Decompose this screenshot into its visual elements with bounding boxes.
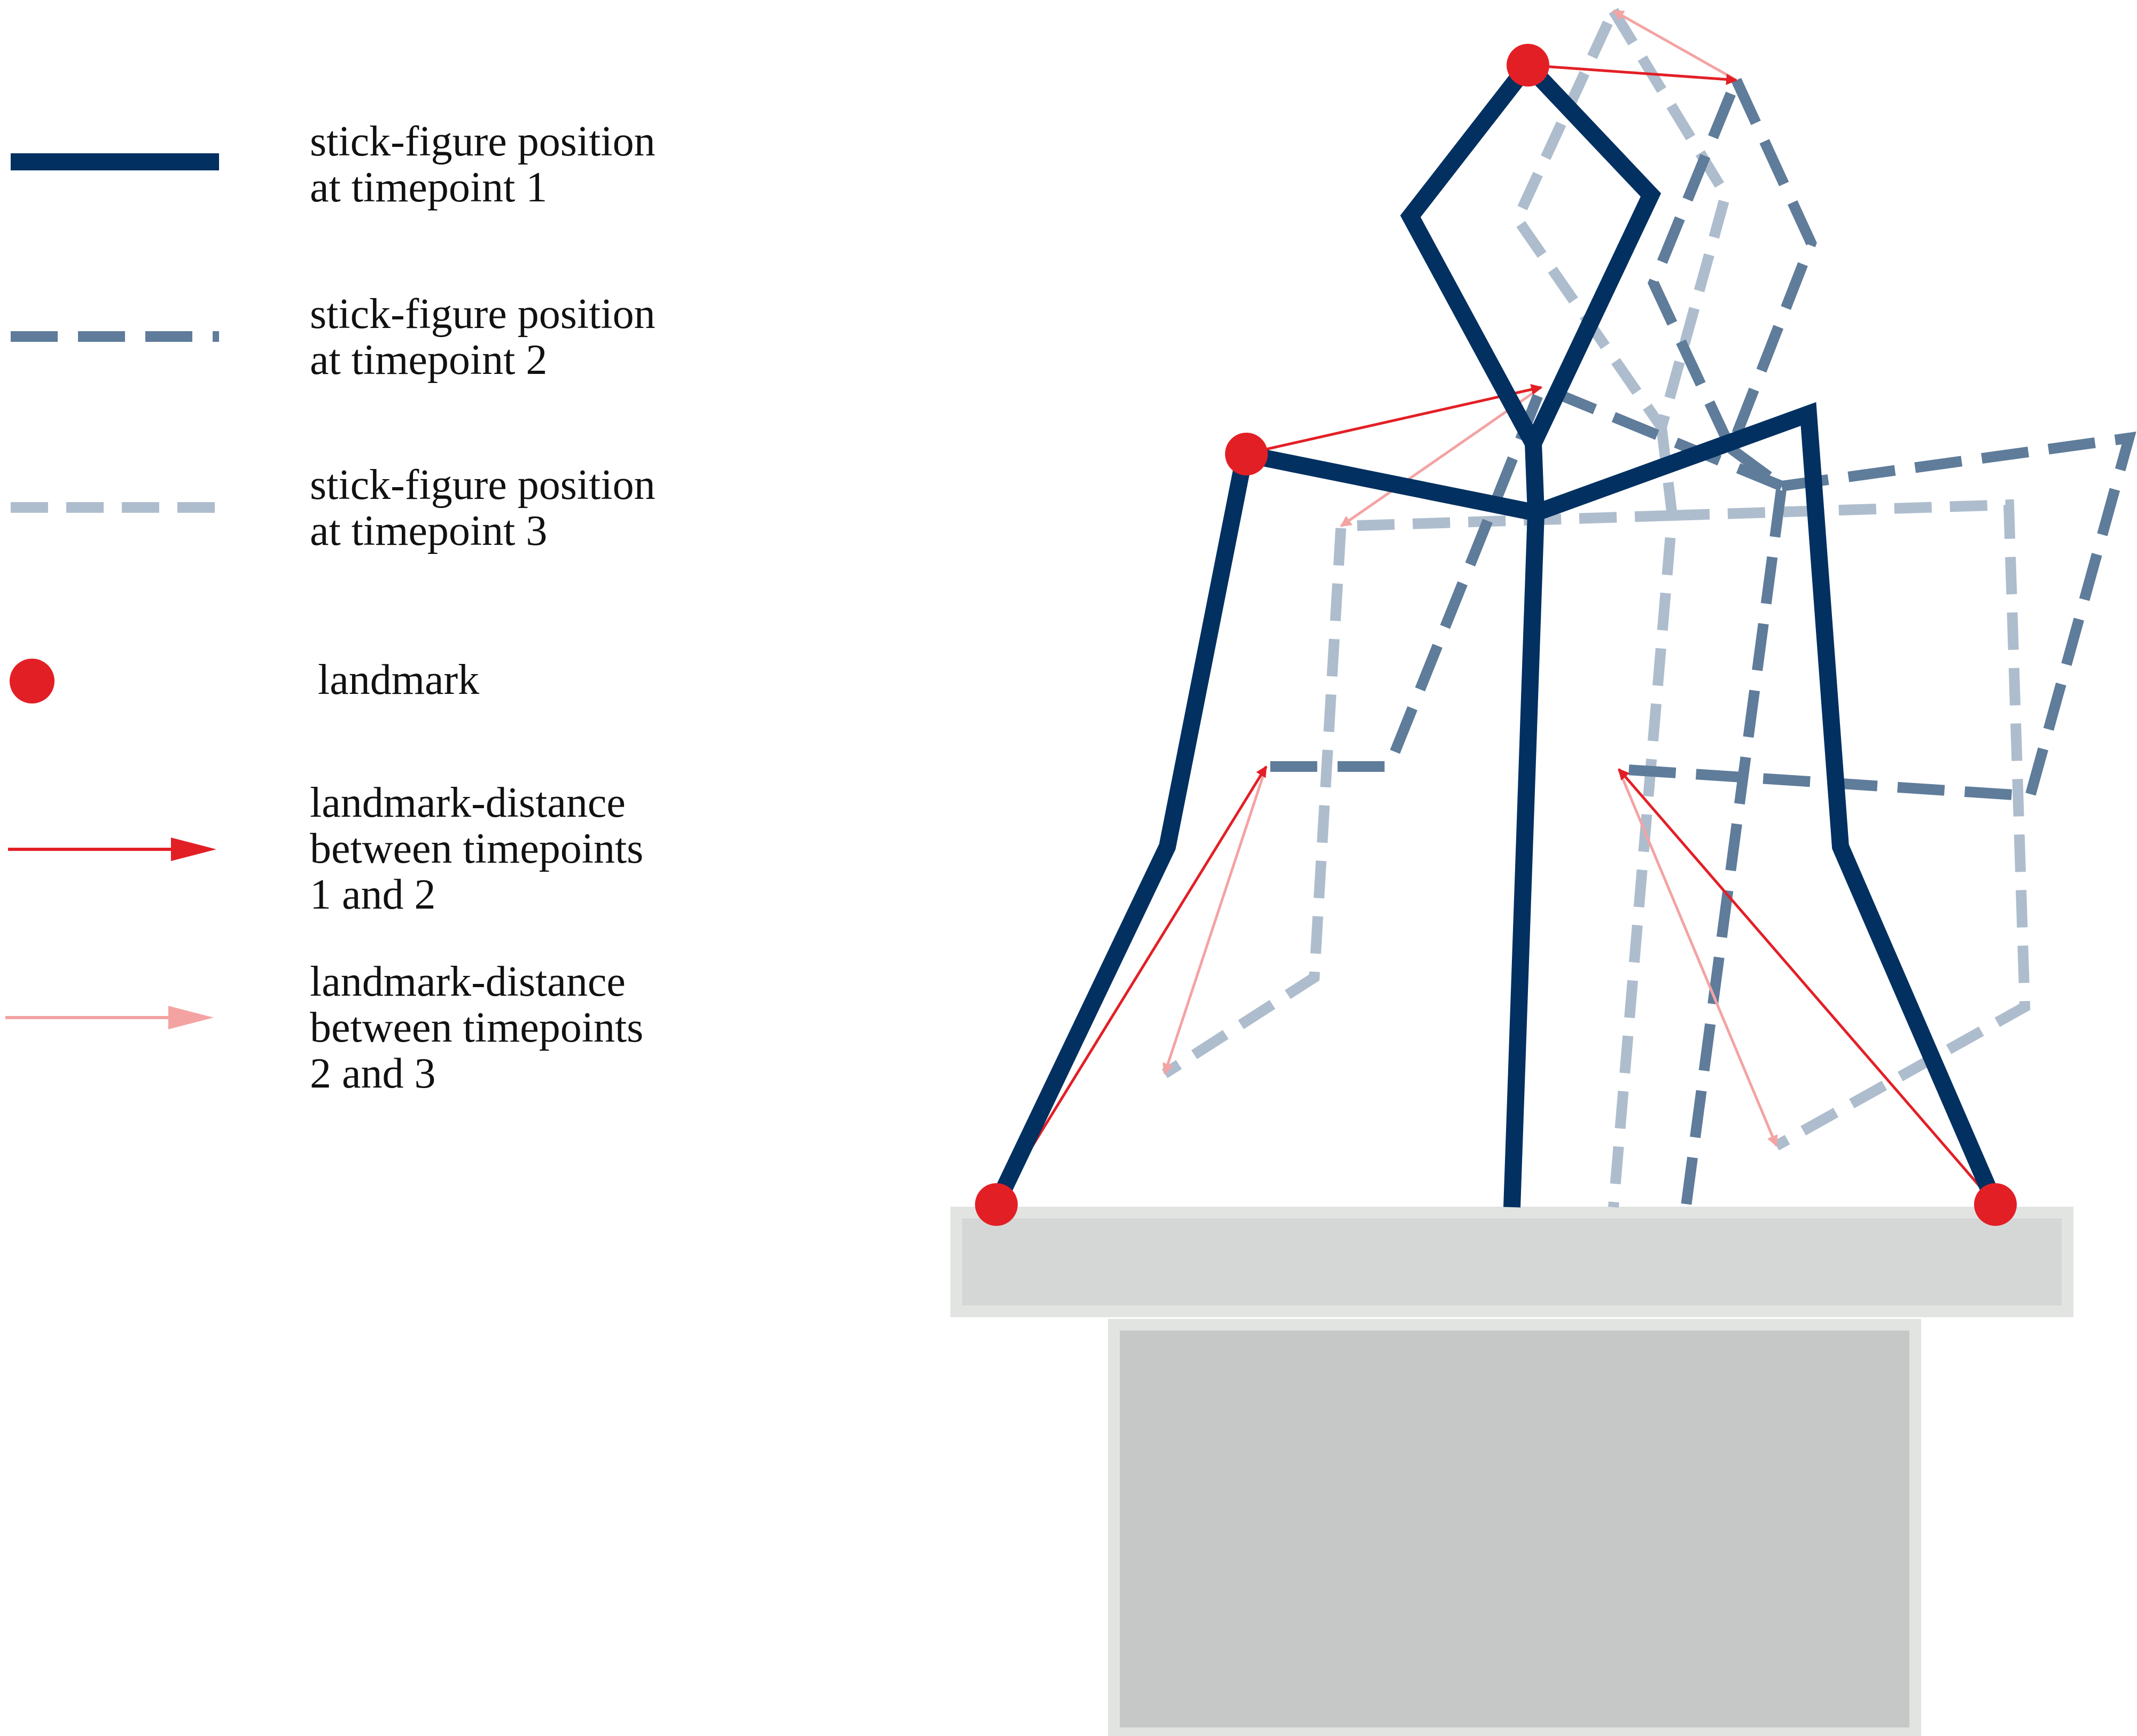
arrow12-left-hand [995,765,1268,1206]
platform-top [950,1207,2073,1317]
legend-label-timepoint2: stick-figure position at timepoint 2 [310,291,656,384]
landmark-head [1507,44,1549,87]
arrow12-right-hand [1618,768,1996,1206]
distance-arrows-1-2 [995,64,1996,1206]
tp1-right-arm [1533,402,2003,1208]
tp3-torso [1608,426,1678,1208]
stick-figure-timepoint3 [1161,7,2031,1208]
tp2-head [1648,77,1817,463]
arrow23-left-hand [1162,766,1268,1075]
tp1-head [1400,59,1662,463]
landmark-left-shoulder [1225,433,1268,475]
tp2-right-arm [1618,432,2136,802]
legend-swatch-landmark [10,659,54,703]
platform [950,1207,2073,1736]
arrow23-head [1612,9,1737,82]
distance-arrows-2-3 [1162,9,1778,1147]
legend-label-landmark: landmark [318,656,480,703]
landmark-left-hand [975,1183,1018,1226]
tp3-right-arm [1672,499,2031,1151]
legend-label-timepoint3: stick-figure position at timepoint 3 [310,462,656,554]
tp1-left-arm [988,444,1538,1208]
legend-swatches [5,153,219,1029]
legend-swatch-distance12-arrowhead [171,838,216,861]
platform-base [1108,1319,1921,1736]
legend-label-timepoint1: stick-figure position at timepoint 1 [310,118,656,211]
landmark-right-hand [1974,1183,2017,1226]
arrow23-right-hand [1617,769,1778,1147]
arrow12-head [1527,64,1738,85]
legend-label-distance23: landmark-distance between timepoints 2 a… [310,958,644,1097]
legend-swatch-distance23-arrowhead [168,1006,214,1029]
tp1-torso [1503,443,1545,1208]
landmarks [975,44,2017,1226]
tp2-torso [1680,444,1788,1211]
tp3-left-arm [1161,510,1673,1078]
arrow12-left-shoulder [1244,384,1543,456]
stick-figure-timepoint2 [1266,77,2136,1211]
legend-label-distance12: landmark-distance between timepoints 1 a… [310,779,644,918]
stick-figure-timepoint1 [988,59,2003,1208]
